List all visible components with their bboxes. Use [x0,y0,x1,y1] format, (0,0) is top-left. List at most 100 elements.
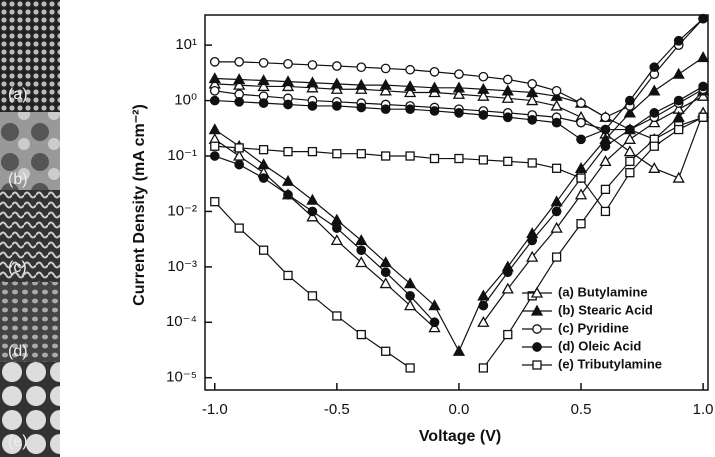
data-point [332,61,342,71]
data-point [330,77,343,89]
y-tick-label: 10⁻¹ [167,147,197,164]
y-tick-label: 10⁻³ [167,258,197,275]
x-tick-label: -0.5 [324,401,350,418]
data-point [648,84,661,96]
data-point [209,56,220,67]
data-point [404,86,417,98]
x-tick-label: 0.5 [571,401,592,418]
data-point [428,81,441,93]
data-point [574,188,588,200]
data-point [306,193,319,205]
panel-label: (b) [8,171,28,188]
data-point [600,112,611,123]
data-point [478,155,489,165]
data-point [697,51,710,63]
data-point [257,74,270,86]
data-point [210,141,220,151]
legend-marker [532,324,542,334]
data-point [379,84,392,96]
legend-marker [532,360,542,370]
panel-image [0,282,60,362]
legend [515,283,703,377]
data-point [454,69,464,79]
data-point [576,117,586,128]
data-point [452,81,466,93]
data-point [649,141,659,151]
data-point [332,149,342,159]
data-point [623,145,636,157]
data-point [234,159,245,170]
data-point [405,363,415,373]
data-point [405,151,415,161]
data-point [478,300,489,311]
data-point [551,117,562,128]
data-point [599,155,612,167]
legend-label: (a) Butylamine [558,284,648,299]
data-point [527,158,537,168]
data-point [306,210,319,222]
data-point [258,98,269,108]
data-point [209,95,220,106]
data-point [454,153,464,164]
data-point [429,106,440,116]
data-point [356,149,366,159]
data-point [307,206,318,217]
data-point [477,315,490,327]
data-point [379,277,392,289]
data-point [673,35,684,46]
data-point [258,245,269,255]
data-point [527,235,538,246]
data-point [209,85,220,96]
data-point [698,112,708,122]
panel-image [0,0,60,112]
data-point [527,114,538,125]
data-point [234,96,245,107]
data-point [307,60,318,70]
data-point [283,99,293,110]
data-point [332,101,342,111]
data-point [478,110,489,120]
data-point [306,76,319,88]
data-point [330,213,343,225]
data-point [477,289,490,301]
data-point [551,206,562,217]
data-point [381,346,391,356]
data-point [307,146,318,157]
data-point [283,58,293,69]
legend-label: (e) Tributylamine [558,356,662,371]
data-point [477,82,490,94]
data-point [356,245,367,256]
data-point [405,290,415,301]
series-line [214,95,704,329]
data-point [672,67,685,79]
data-point [281,174,295,186]
data-point [258,57,269,68]
data-point [429,66,440,77]
data-point [257,80,270,92]
data-point [623,132,636,144]
legend-marker [530,286,544,298]
y-axis-label: Current Density (mA cm⁻²) [131,104,148,306]
data-point [404,277,417,289]
data-point [503,329,513,340]
data-point [625,156,635,167]
panel-label: (c) [8,259,27,276]
data-point [501,282,514,294]
data-point [623,106,636,118]
data-point [380,267,391,278]
data-point [649,62,660,73]
data-point [625,168,635,178]
data-point [551,85,562,96]
data-point [355,234,368,246]
data-point [648,116,661,128]
legend-marker [532,342,542,352]
data-point [356,102,367,113]
data-point [454,108,464,118]
data-point [379,256,392,268]
data-point [332,311,342,321]
data-point [234,143,244,153]
x-tick-label: -1.0 [202,401,228,418]
data-point [502,74,513,85]
data-point [380,63,391,74]
